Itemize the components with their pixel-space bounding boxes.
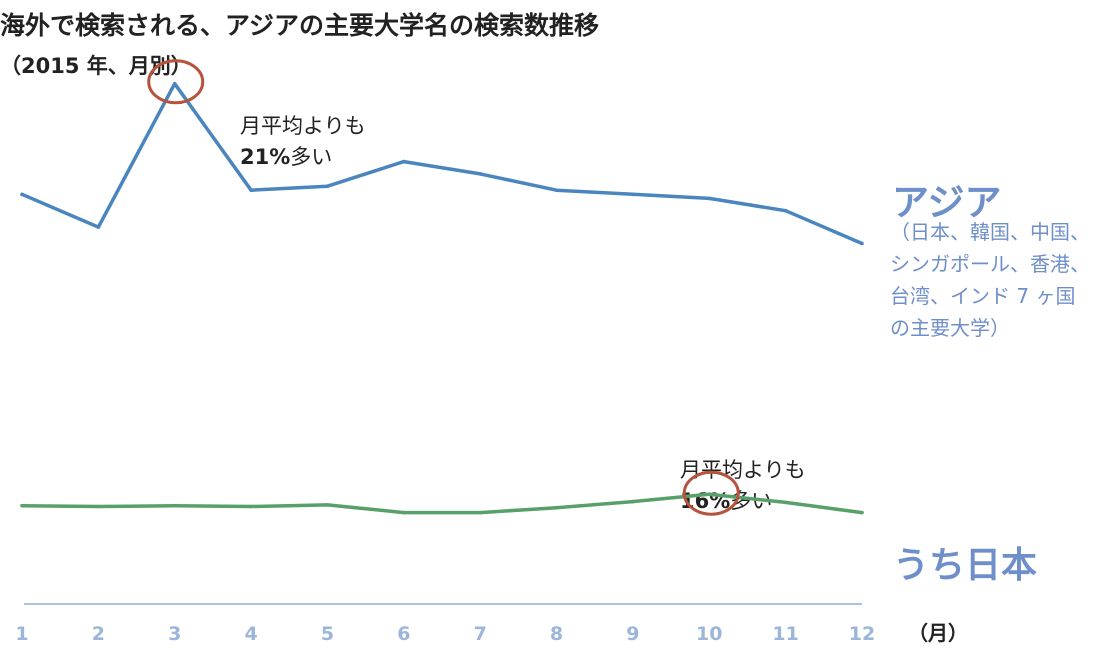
x-tick-label: 5 [321,623,334,645]
data-point [631,192,635,197]
data-point [707,196,712,201]
data-point [554,505,559,510]
chart-title: 海外で検索される、アジアの主要大学名の検索数推移 [0,11,600,40]
data-point [478,510,482,515]
data-point [96,504,101,509]
x-tick-label: 8 [550,623,563,645]
annotation-suffix: 多い [290,145,333,169]
x-tick-label: 7 [474,623,487,645]
data-point [249,188,253,193]
series-note-line: 台湾、インド 7 ヶ国 [890,284,1076,308]
x-tick-label: 11 [772,623,798,645]
x-tick-label: 10 [696,623,722,645]
data-point [20,192,24,197]
highlight-circle [682,470,740,516]
x-tick-label: 9 [626,623,639,645]
data-point [325,184,330,188]
data-point [860,241,864,246]
data-point [478,172,482,176]
data-point [325,503,330,507]
data-point [554,188,559,193]
series-label-asia: アジア [892,181,1002,224]
data-point [631,499,635,504]
annotation-percent: 21% [240,145,291,169]
series-note-line: （日本、韓国、中国、 [890,220,1090,244]
series-line-japan [21,492,863,515]
data-point [860,510,864,515]
data-point [249,504,253,509]
x-tick-label: 6 [397,623,410,645]
data-point [172,503,177,508]
x-tick-label: 1 [15,623,28,645]
x-tick-label: 3 [168,623,181,645]
data-point [707,492,712,497]
series-label-japan: うち日本 [893,545,1038,586]
series-line-asia [21,81,863,246]
data-point [172,81,177,86]
x-tick-label: 4 [244,623,257,645]
data-point [96,225,101,229]
series-note-line: の主要大学） [890,316,1010,340]
series-note-asia: （日本、韓国、中国、 シンガポール、香港、 台湾、インド 7 ヶ国 の主要大学） [890,216,1090,344]
x-tick-label: 12 [849,623,875,645]
annotation-line1: 月平均よりも [240,114,366,138]
annotation-line2: 21%多い [240,142,366,173]
annotation-peak-march: 月平均よりも 21%多い [240,111,366,173]
x-axis-unit: （月） [908,621,968,645]
data-point [783,500,788,505]
data-point [783,208,788,213]
data-point [402,510,406,515]
series-note-line: シンガポール、香港、 [890,252,1090,276]
x-tick-label: 2 [92,623,105,645]
highlight-circle [147,59,205,105]
data-point [20,503,24,508]
annotation-line1: 月平均よりも [680,458,806,482]
data-point [402,159,406,164]
